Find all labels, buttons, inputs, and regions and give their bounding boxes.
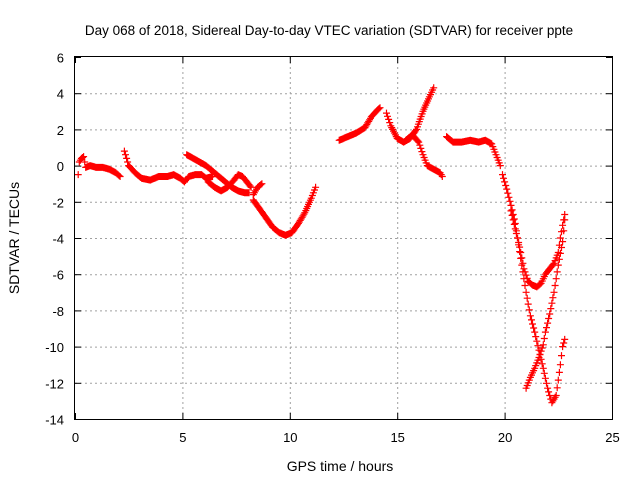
data-point-series <box>249 180 266 199</box>
x-tick-label: 10 <box>283 430 297 445</box>
y-tick-label: -14 <box>45 413 64 428</box>
x-tick-label: 0 <box>72 430 79 445</box>
x-tick-label: 20 <box>498 430 512 445</box>
y-tick-label: 6 <box>57 51 64 66</box>
data-point-series <box>443 133 504 170</box>
chart-title: Day 068 of 2018, Sidereal Day-to-day VTE… <box>85 23 573 38</box>
x-tick-label: 25 <box>605 430 619 445</box>
data-point-series <box>402 131 446 180</box>
data-point-series <box>522 216 569 392</box>
y-tick-label: 0 <box>57 159 64 174</box>
data-point-series <box>249 183 320 239</box>
y-tick-label: 2 <box>57 123 64 138</box>
data-point-series <box>74 153 124 180</box>
y-tick-label: -4 <box>52 232 64 247</box>
y-tick-label: -8 <box>52 304 64 319</box>
plot-frame <box>74 56 613 420</box>
data-point-series <box>204 171 255 195</box>
x-tick-label: 5 <box>179 430 186 445</box>
y-tick-label: -12 <box>45 376 64 391</box>
y-tick-label: 4 <box>57 87 64 102</box>
x-tick-label: 15 <box>390 430 404 445</box>
data-marks <box>74 84 569 407</box>
data-point-series <box>120 147 216 186</box>
data-point-series <box>335 104 384 144</box>
x-axis-label: GPS time / hours <box>287 458 394 474</box>
data-point-series <box>507 207 569 291</box>
grid <box>75 57 612 419</box>
y-tick-label: -6 <box>52 268 64 283</box>
y-tick-label: -2 <box>52 195 64 210</box>
y-tick-label: -10 <box>45 340 64 355</box>
y-axis-label: SDTVAR / TECUs <box>6 182 22 294</box>
